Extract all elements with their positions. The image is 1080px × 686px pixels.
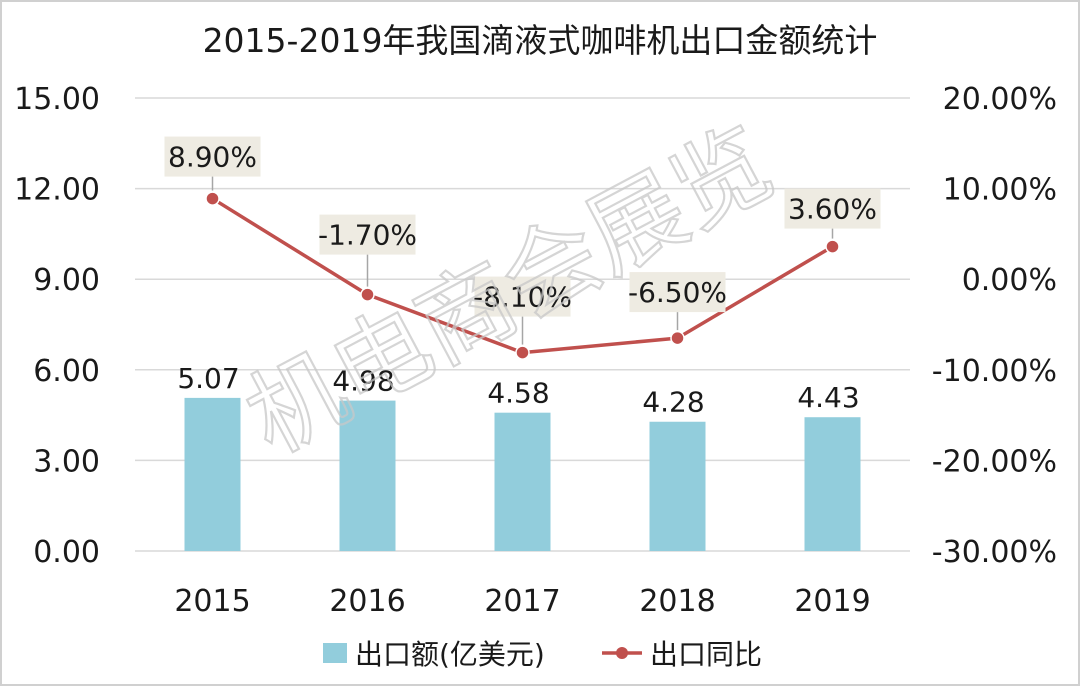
x-axis-tick-label: 2019 — [794, 584, 870, 619]
line-point — [360, 287, 375, 302]
bar — [339, 400, 396, 551]
bar — [804, 417, 861, 551]
line-data-label: -6.50% — [628, 276, 727, 309]
line-data-labels: 8.90% -1.70% -8.10% -6.50% 3.60% — [164, 136, 881, 345]
x-axis-tick-label: 2015 — [174, 584, 250, 619]
right-axis-tick-label: 0.00% — [962, 263, 1057, 298]
bar-data-label: 4.98 — [332, 365, 394, 398]
legend-line-label: 出口同比 — [650, 638, 762, 671]
x-axis-tick-label: 2018 — [639, 584, 715, 619]
line-point — [670, 330, 685, 346]
legend: 出口额(亿美元) 出口同比 — [323, 638, 762, 671]
line-point — [825, 239, 840, 254]
line-data-label-box — [629, 272, 726, 313]
legend-bar-label: 出口额(亿美元) — [355, 638, 545, 671]
line-series — [205, 191, 840, 360]
x-axis: 2015 2016 2017 2018 2019 — [174, 584, 870, 619]
bar-series — [184, 397, 861, 551]
right-axis-tick-label: -20.00% — [932, 444, 1057, 479]
right-axis: -30.00% -20.00% -10.00% 0.00% 10.00% 20.00% — [932, 82, 1057, 570]
bar — [184, 397, 241, 551]
line-data-label: 3.60% — [788, 193, 877, 226]
legend-line-marker — [616, 647, 628, 659]
line-data-label-box — [474, 276, 571, 317]
right-axis-tick-label: 10.00% — [943, 173, 1057, 208]
line-data-label-box — [164, 136, 261, 177]
bar — [494, 412, 551, 551]
line-data-label-box — [784, 188, 881, 229]
line-point — [205, 191, 220, 206]
x-axis-tick-label: 2016 — [329, 584, 405, 619]
grid-lines — [135, 97, 910, 552]
left-axis-tick-label: 12.00 — [14, 173, 100, 208]
left-axis-tick-label: 6.00 — [33, 354, 100, 389]
left-axis-tick-label: 15.00 — [14, 82, 100, 117]
bar-data-label: 4.43 — [797, 381, 859, 414]
left-axis-tick-label: 0.00 — [33, 535, 100, 570]
right-axis-tick-label: -10.00% — [932, 354, 1057, 389]
bar — [649, 421, 706, 551]
chart-title: 2015-2019年我国滴液式咖啡机出口金额统计 — [203, 21, 878, 60]
legend-bar-swatch — [323, 643, 347, 663]
left-axis-tick-label: 3.00 — [33, 444, 100, 479]
line-data-label: -8.10% — [473, 281, 572, 314]
bar-data-label: 4.58 — [487, 377, 549, 410]
right-axis-tick-label: -30.00% — [932, 535, 1057, 570]
bar-data-labels: 5.07 4.98 4.58 4.28 4.43 — [177, 362, 859, 419]
right-axis-tick-label: 20.00% — [943, 82, 1057, 117]
left-axis-tick-label: 9.00 — [33, 263, 100, 298]
x-axis-tick-label: 2017 — [484, 584, 560, 619]
left-axis: 0.00 3.00 6.00 9.00 12.00 15.00 — [14, 82, 100, 570]
line-data-label: 8.90% — [168, 141, 257, 174]
bar-data-label: 5.07 — [177, 362, 239, 395]
bar-data-label: 4.28 — [642, 386, 704, 419]
line-data-label: -1.70% — [318, 219, 417, 252]
line-point — [515, 345, 530, 360]
line-data-label-box — [319, 214, 416, 255]
